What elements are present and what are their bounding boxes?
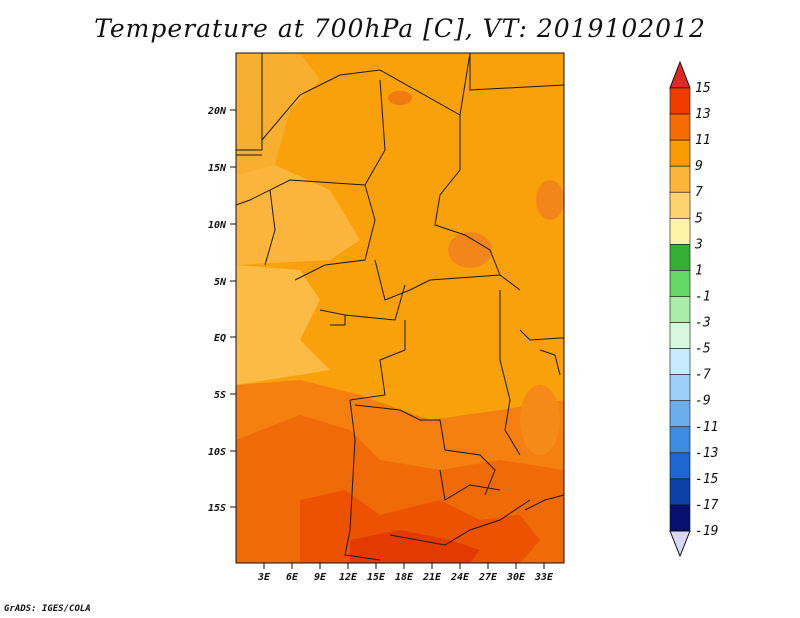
lon-label: 9E (314, 572, 327, 583)
lon-label: 18E (395, 572, 414, 583)
colorbar-label: -13 (695, 446, 718, 461)
colorbar-swatch (669, 191, 691, 219)
lat-tick-labels: 20N 15N 10N 5N EQ 5S 10S 15S (207, 106, 227, 514)
lon-label: 12E (339, 572, 358, 583)
colorbar-label: 9 (695, 159, 703, 174)
colorbar-label: -9 (695, 394, 711, 409)
colorbar-swatch (669, 217, 691, 245)
lon-ticks (263, 563, 545, 569)
lat-label: 20N (207, 106, 227, 117)
colorbar-swatch (669, 270, 691, 297)
colorbar-swatch (669, 504, 691, 532)
colorbar-label: -1 (695, 289, 711, 304)
colorbar-label: 7 (695, 185, 703, 200)
colorbar-label: 1 (695, 263, 703, 278)
lon-label: 24E (450, 572, 470, 583)
lat-label: 5S (214, 390, 226, 401)
map-frame (235, 52, 565, 564)
colorbar-swatch (669, 139, 691, 167)
colorbar-swatch (669, 400, 691, 428)
lon-label: 15E (367, 572, 386, 583)
colorbar-label: -5 (695, 342, 711, 357)
colorbar-bottom-arrow (669, 530, 691, 558)
lon-label: 30E (506, 572, 526, 583)
colorbar-label: 11 (695, 133, 711, 148)
temperature-field (236, 53, 564, 563)
colorbar-swatch (669, 452, 691, 480)
lat-ticks (230, 109, 236, 508)
colorbar-label: -11 (695, 420, 718, 435)
colorbar-label: -17 (695, 498, 719, 513)
colorbar: 15 13 11 9 7 5 3 1 -1 -3 -5 -7 -9 -11 -13 -15 -17 -19 (669, 60, 719, 558)
lon-label: 21E (422, 572, 442, 583)
colorbar-swatch (669, 478, 691, 506)
credit-text: GrADS: IGES/COLA (4, 604, 91, 614)
colorbar-swatch (669, 322, 691, 349)
lon-label: 6E (286, 572, 299, 583)
colorbar-label: -7 (695, 368, 711, 383)
colorbar-label: -19 (695, 524, 718, 539)
lon-label: 27E (478, 572, 498, 583)
colorbar-label: -15 (695, 472, 719, 487)
colorbar-swatch (669, 165, 691, 193)
lat-label: 10S (208, 447, 226, 458)
lat-label: 5N (214, 277, 227, 288)
colorbar-swatch (669, 113, 691, 141)
map-title: Temperature at 700hPa [C], VT: 201910201… (94, 14, 706, 43)
colorbar-swatch (669, 296, 691, 323)
colorbar-swatch (669, 426, 691, 454)
lat-label: 15S (208, 503, 226, 514)
lon-label: 3E (257, 572, 271, 583)
lon-tick-labels: 3E 6E 9E 12E 15E 18E 21E 24E 27E 30E 33E (257, 572, 554, 583)
colorbar-label: 5 (695, 211, 703, 226)
lon-label: 33E (534, 572, 554, 583)
lat-label: 15N (208, 163, 227, 174)
colorbar-top-arrow (669, 60, 691, 89)
colorbar-swatch (669, 348, 691, 375)
colorbar-swatch (669, 374, 691, 402)
colorbar-swatch (669, 244, 691, 271)
colorbar-label: 15 (695, 81, 711, 96)
colorbar-label: 13 (695, 107, 711, 122)
colorbar-label: -3 (695, 316, 711, 331)
colorbar-label: 3 (694, 237, 703, 252)
lat-label: 10N (208, 220, 227, 231)
lat-label: EQ (214, 333, 226, 344)
colorbar-swatch (669, 87, 691, 115)
country-borders (236, 53, 564, 561)
